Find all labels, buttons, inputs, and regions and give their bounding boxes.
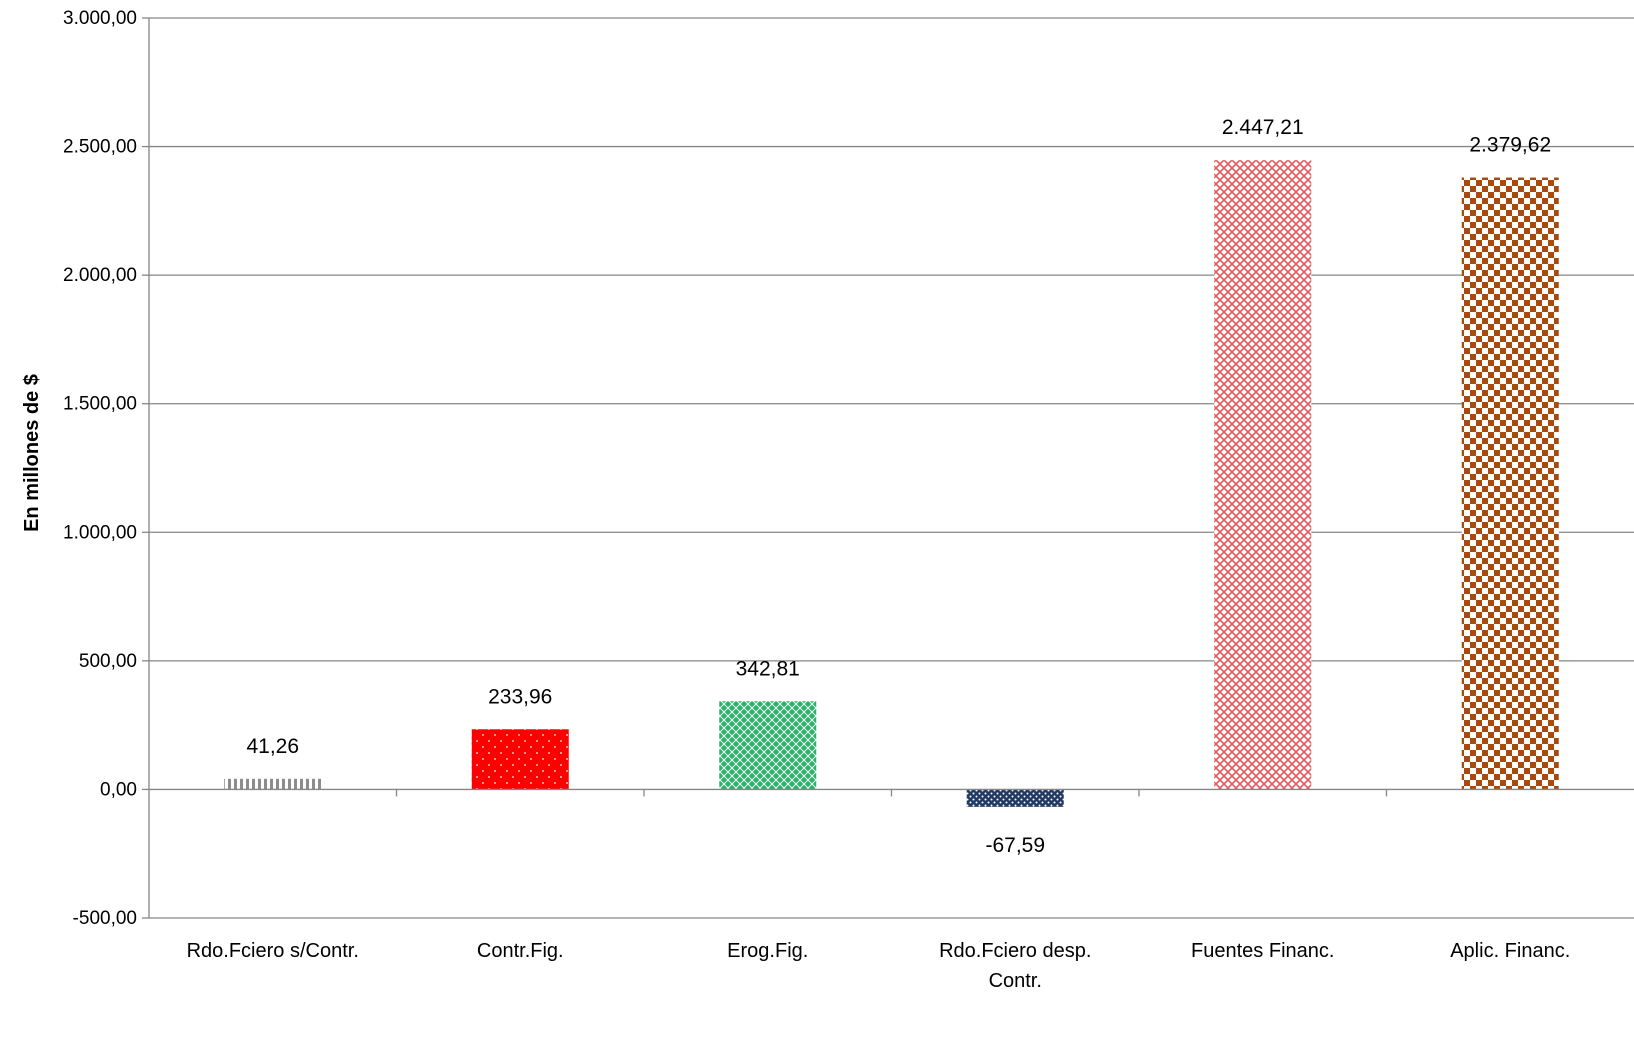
y-tick-label: 3.000,00 (63, 8, 137, 29)
category-label: Erog.Fig. (727, 940, 808, 962)
data-label: 2.447,21 (1222, 116, 1304, 139)
y-tick-label: -500,00 (73, 908, 137, 929)
labels: -500,00 0,00 500,00 1.000,00 1.500,00 2.000,0… (63, 8, 1570, 992)
y-tick-label: 1.000,00 (63, 522, 137, 543)
y-axis-title: En millones de $ (21, 374, 43, 532)
axes (142, 17, 1634, 919)
data-label: 2.379,62 (1469, 134, 1551, 157)
bar (1461, 177, 1559, 790)
y-tick-label: 1.500,00 (63, 394, 137, 415)
bar (224, 778, 322, 790)
data-label: -67,59 (985, 834, 1045, 857)
y-tick-label: 500,00 (79, 651, 137, 672)
category-label: Rdo.Fciero s/Contr. (187, 940, 359, 962)
bar (719, 701, 817, 790)
data-label: 41,26 (246, 735, 299, 758)
category-label: Aplic. Financ. (1450, 940, 1570, 962)
category-label: Contr. (989, 970, 1042, 992)
y-tick-label: 0,00 (100, 779, 137, 800)
bar (471, 729, 569, 790)
data-label: 233,96 (488, 685, 552, 708)
bars (224, 160, 1559, 807)
category-label: Contr.Fig. (477, 940, 564, 962)
category-label: Fuentes Financ. (1191, 940, 1334, 962)
y-tick-label: 2.000,00 (63, 265, 137, 286)
bar (966, 789, 1064, 807)
bar (1214, 160, 1312, 790)
category-label: Rdo.Fciero desp. (939, 940, 1091, 962)
y-tick-label: 2.500,00 (63, 137, 137, 158)
gridlines (149, 17, 1634, 919)
data-label: 342,81 (736, 657, 800, 680)
